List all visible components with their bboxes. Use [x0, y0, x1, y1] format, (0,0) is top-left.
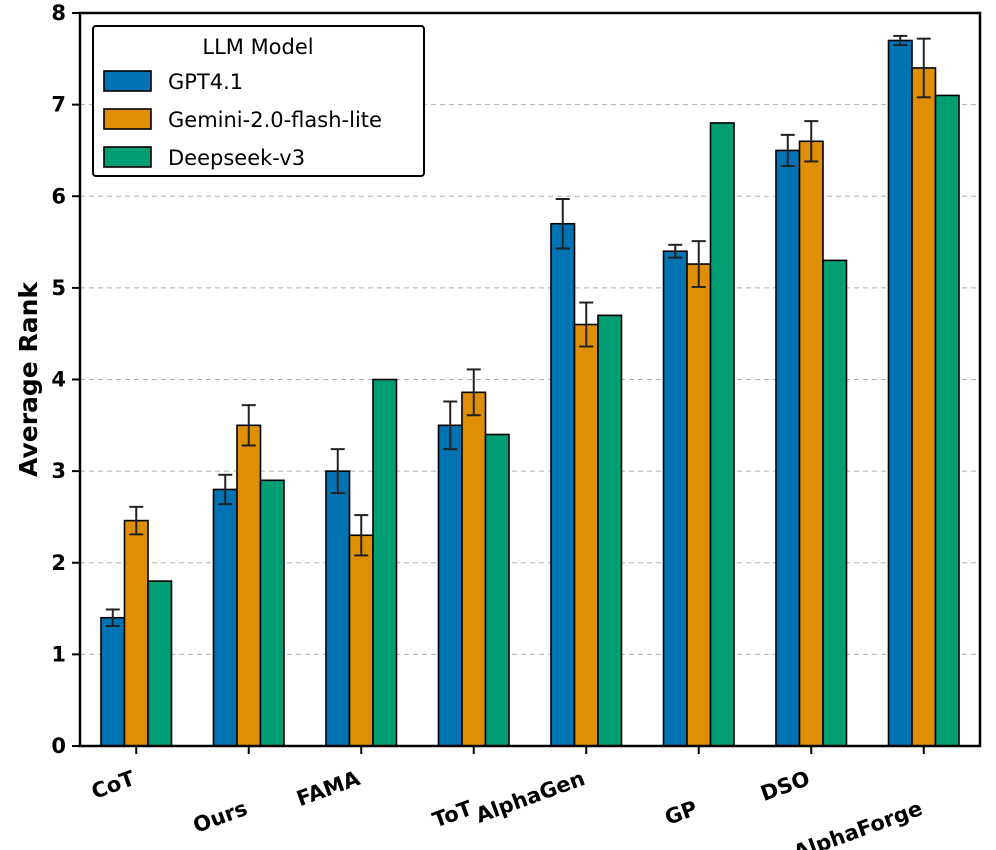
y-tick-label: 8 [51, 1, 66, 25]
y-tick-label: 6 [51, 184, 66, 208]
y-tick-label: 3 [51, 459, 66, 483]
bar-gpt4-1-dso [775, 149, 801, 747]
x-tick-label: ToT [429, 796, 476, 833]
legend: LLM Model GPT4.1 Gemini-2.0-flash-lite Dee… [92, 25, 425, 177]
bar-gpt4-1-ours [212, 488, 238, 747]
bar-gpt4-1-cot [100, 616, 126, 747]
legend-swatch [103, 146, 152, 168]
bar-gemini-2-0-flash-lite-gp [686, 263, 712, 747]
bar-deepseek-v3-tot [484, 433, 510, 747]
y-tick-label: 4 [51, 368, 66, 392]
bar-deepseek-v3-alphagen [597, 314, 623, 747]
bar-gemini-2-0-flash-lite-dso [798, 140, 824, 747]
bar-gemini-2-0-flash-lite-alphaforge [911, 67, 937, 747]
bars [100, 39, 960, 747]
bar-gpt4-1-tot [437, 424, 463, 747]
x-tick-label: GP [662, 796, 701, 830]
y-tick-label: 1 [51, 642, 66, 666]
y-tick-label: 2 [51, 551, 66, 575]
x-tick-label: Ours [190, 796, 251, 838]
bar-deepseek-v3-dso [822, 259, 848, 747]
bar-gemini-2-0-flash-lite-alphagen [573, 323, 599, 747]
bar-gemini-2-0-flash-lite-fama [348, 534, 374, 747]
legend-items: GPT4.1 Gemini-2.0-flash-lite Deepseek-v3 [103, 70, 382, 170]
legend-label: Gemini-2.0-flash-lite [168, 108, 382, 132]
y-tick-label: 5 [51, 276, 66, 300]
y-axis-ticks: 0 1 2 3 4 5 6 7 8 [51, 1, 80, 758]
legend-label: GPT4.1 [168, 70, 243, 94]
bar-deepseek-v3-alphaforge [934, 94, 960, 747]
bar-gpt4-1-alphaforge [887, 39, 913, 747]
x-tick-label: DSO [757, 766, 813, 806]
bar-gemini-2-0-flash-lite-cot [123, 519, 149, 747]
bar-gpt4-1-alphagen [550, 222, 576, 747]
bar-gemini-2-0-flash-lite-tot [461, 391, 487, 747]
legend-box [92, 25, 425, 177]
legend-label: Deepseek-v3 [168, 146, 305, 170]
x-tick-label: AlphaGen [473, 766, 588, 828]
legend-swatch [103, 70, 152, 92]
x-tick-label: FAMA [293, 766, 363, 811]
y-axis-label: Average Rank [14, 281, 43, 477]
bar-gpt4-1-gp [662, 250, 688, 747]
bar-deepseek-v3-fama [372, 378, 398, 747]
bar-gpt4-1-fama [325, 470, 351, 747]
bar-gemini-2-0-flash-lite-ours [236, 424, 262, 747]
legend-title: LLM Model [202, 35, 313, 59]
x-tick-label: CoT [88, 766, 138, 804]
bar-deepseek-v3-ours [259, 479, 285, 747]
bar-deepseek-v3-cot [147, 580, 173, 747]
y-tick-label: 0 [51, 734, 66, 758]
error-bars [105, 34, 931, 627]
bar-deepseek-v3-gp [709, 122, 735, 747]
legend-swatch [103, 108, 152, 130]
y-tick-label: 7 [51, 93, 66, 117]
x-tick-label: AlphaForge [790, 796, 925, 850]
